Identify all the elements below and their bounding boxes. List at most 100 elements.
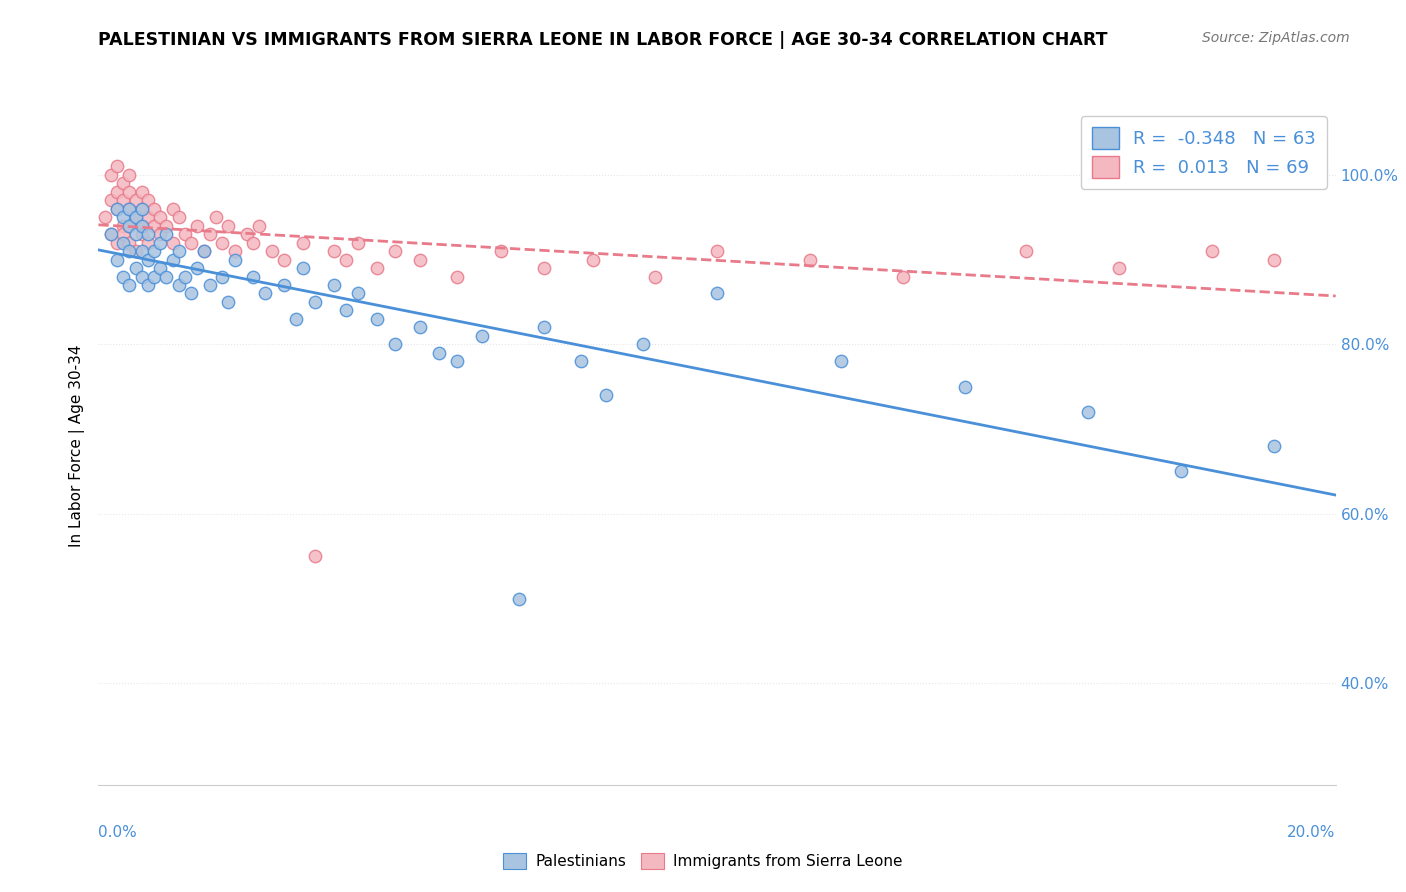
Point [136, 252, 159, 267]
Point [136, 278, 159, 293]
Point [1108, 261, 1130, 276]
Point [198, 278, 221, 293]
Point [112, 177, 135, 191]
Point [347, 235, 370, 250]
Point [136, 227, 159, 241]
Point [533, 261, 555, 276]
Text: atlas: atlas [637, 442, 855, 531]
Point [631, 337, 654, 351]
Point [236, 227, 259, 241]
Point [149, 235, 172, 250]
Point [273, 252, 295, 267]
Point [174, 269, 197, 284]
Point [167, 278, 190, 293]
Point [143, 244, 166, 259]
Point [254, 286, 277, 301]
Point [105, 202, 128, 216]
Point [304, 294, 326, 310]
Text: ZIP: ZIP [471, 442, 637, 531]
Point [347, 286, 370, 301]
Point [100, 227, 122, 241]
Point [118, 235, 141, 250]
Point [118, 168, 141, 182]
Point [285, 312, 308, 326]
Point [167, 211, 190, 225]
Point [569, 354, 592, 368]
Point [155, 269, 177, 284]
Point [124, 194, 146, 208]
Point [1077, 405, 1099, 419]
Point [162, 202, 184, 216]
Point [118, 185, 141, 199]
Point [217, 294, 239, 310]
Point [149, 227, 172, 241]
Point [409, 252, 432, 267]
Point [124, 211, 146, 225]
Text: 0.0%: 0.0% [98, 825, 138, 840]
Point [93, 211, 115, 225]
Point [112, 211, 135, 225]
Point [124, 244, 146, 259]
Legend: Palestinians, Immigrants from Sierra Leone: Palestinians, Immigrants from Sierra Leo… [496, 847, 910, 875]
Point [335, 252, 357, 267]
Point [131, 202, 153, 216]
Point [118, 278, 141, 293]
Point [174, 227, 197, 241]
Text: PALESTINIAN VS IMMIGRANTS FROM SIERRA LEONE IN LABOR FORCE | AGE 30-34 CORRELATI: PALESTINIAN VS IMMIGRANTS FROM SIERRA LE… [98, 31, 1108, 49]
Point [366, 261, 388, 276]
Point [100, 168, 122, 182]
Point [162, 252, 184, 267]
Point [322, 244, 344, 259]
Point [131, 219, 153, 233]
Point [112, 235, 135, 250]
Point [149, 261, 172, 276]
Point [136, 194, 159, 208]
Point [167, 244, 190, 259]
Point [291, 235, 314, 250]
Point [100, 194, 122, 208]
Point [193, 244, 215, 259]
Point [105, 202, 128, 216]
Text: Source: ZipAtlas.com: Source: ZipAtlas.com [1202, 31, 1350, 45]
Point [409, 320, 432, 334]
Point [427, 345, 450, 359]
Point [131, 185, 153, 199]
Point [291, 261, 314, 276]
Point [1201, 244, 1223, 259]
Point [143, 202, 166, 216]
Point [131, 244, 153, 259]
Point [1170, 464, 1192, 478]
Point [242, 235, 264, 250]
Point [471, 328, 494, 343]
Point [105, 252, 128, 267]
Point [143, 269, 166, 284]
Point [105, 159, 128, 173]
Point [384, 244, 406, 259]
Point [155, 219, 177, 233]
Point [322, 278, 344, 293]
Point [118, 244, 141, 259]
Point [105, 235, 128, 250]
Point [124, 227, 146, 241]
Point [953, 380, 976, 394]
Point [489, 244, 512, 259]
Point [149, 211, 172, 225]
Point [211, 235, 233, 250]
Point [205, 211, 228, 225]
Point [162, 235, 184, 250]
Point [198, 227, 221, 241]
Point [112, 269, 135, 284]
Point [1015, 244, 1038, 259]
Y-axis label: In Labor Force | Age 30-34: In Labor Force | Age 30-34 [69, 344, 84, 548]
Point [118, 219, 141, 233]
Point [186, 219, 208, 233]
Point [112, 194, 135, 208]
Point [131, 269, 153, 284]
Point [706, 286, 728, 301]
Point [595, 388, 617, 402]
Point [533, 320, 555, 334]
Point [644, 269, 666, 284]
Point [136, 211, 159, 225]
Point [335, 303, 357, 318]
Point [304, 549, 326, 564]
